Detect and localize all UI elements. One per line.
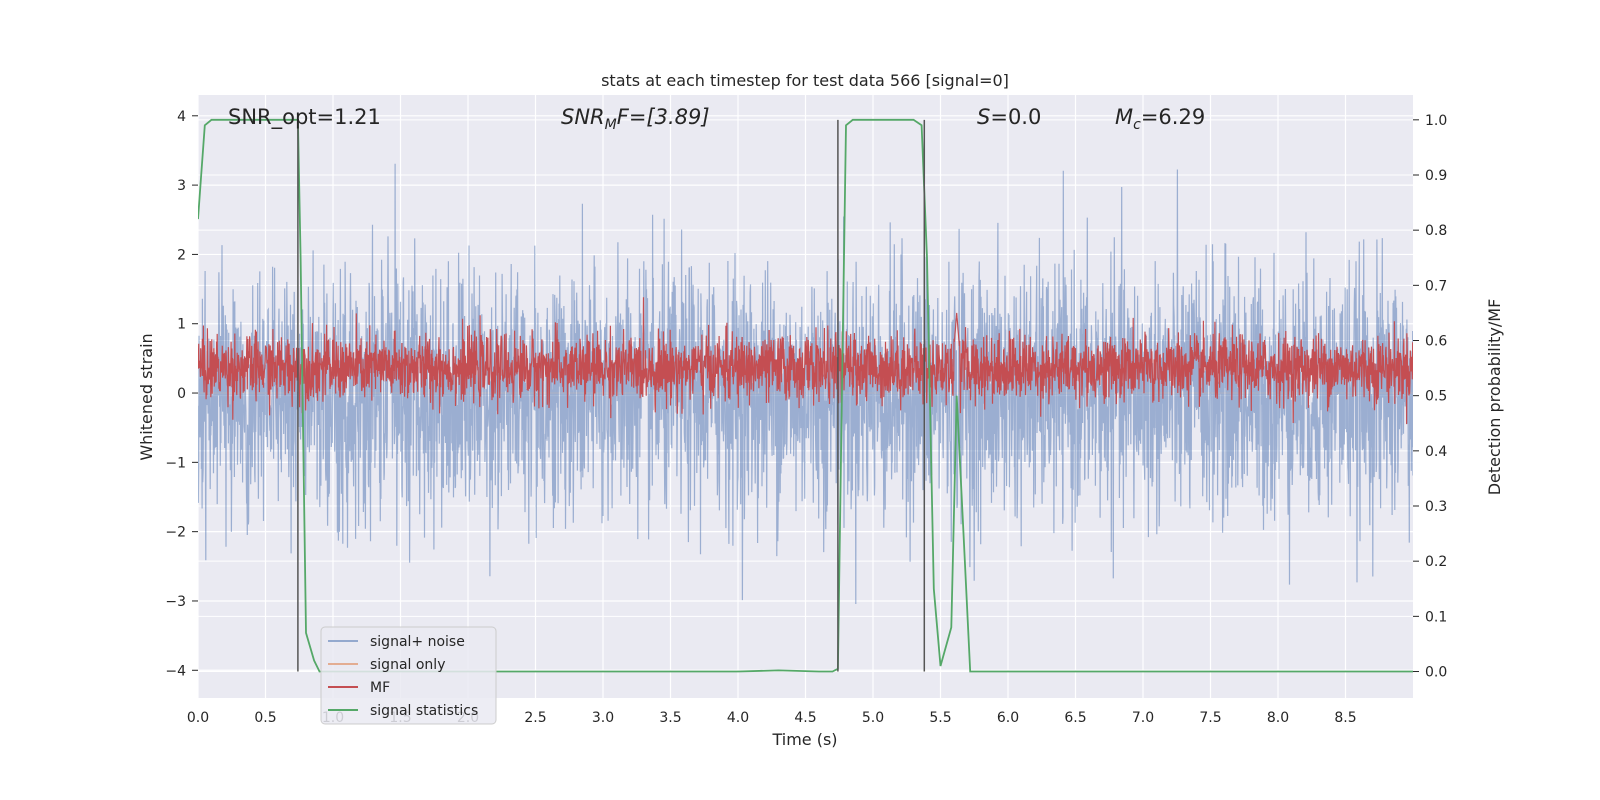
y-right-tick-label-1: 0.1: [1425, 609, 1447, 625]
y-right-tick-label-3: 0.3: [1425, 499, 1447, 515]
legend-label-mf: MF: [370, 680, 390, 696]
x-tick-label-10: 5.0: [862, 710, 884, 726]
annotation-snr-mf: SNRMF=[3.89]: [561, 105, 710, 133]
x-tick-label-12: 6.0: [997, 710, 1019, 726]
annotation-mc-sub: c: [1133, 117, 1141, 133]
y-right-tick-label-7: 0.7: [1425, 278, 1447, 294]
y-left-axis-ticks: −4 −3 −2 −1 0 1 2 3 4: [165, 109, 198, 679]
y-right-tick-label-2: 0.2: [1425, 554, 1447, 570]
annotation-mc-var: M: [1115, 105, 1133, 129]
annotation-snr-mf-sub: M: [605, 117, 617, 133]
y-right-tick-label-0: 0.0: [1425, 665, 1447, 681]
legend-box: [320, 626, 497, 725]
annotation-s-rest: =0.0: [990, 105, 1041, 129]
y-left-tick-label-4: 0: [177, 386, 186, 402]
x-tick-label-0: 0.0: [187, 710, 209, 726]
y-axis-label-left: Whitened strain: [137, 333, 156, 460]
x-tick-label-16: 8.0: [1267, 710, 1289, 726]
y-right-tick-label-8: 0.8: [1425, 223, 1447, 239]
x-tick-label-1: 0.5: [254, 710, 276, 726]
chart-title: stats at each timestep for test data 566…: [601, 71, 1009, 90]
vertical-markers: [297, 119, 926, 672]
y-right-tick-label-10: 1.0: [1425, 113, 1447, 129]
y-left-tick-label-5: 1: [177, 317, 186, 333]
annotation-snr-opt: SNR_opt=1.21: [228, 105, 381, 130]
x-tick-label-15: 7.5: [1199, 710, 1221, 726]
legend-label-stats: signal statistics: [370, 703, 478, 719]
series-mf-line: [198, 297, 1413, 425]
x-tick-label-17: 8.5: [1334, 710, 1356, 726]
y-right-axis-ticks: 0.0 0.1 0.2 0.3 0.4 0.5 0.6 0.7 0.8 0.9 1.0: [1413, 113, 1447, 681]
x-tick-label-7: 3.5: [659, 710, 681, 726]
annotation-s-value: S=0.0: [977, 105, 1041, 129]
x-tick-label-13: 6.5: [1064, 710, 1086, 726]
x-tick-label-5: 2.5: [524, 710, 546, 726]
x-axis-label: Time (s): [771, 730, 837, 749]
y-right-tick-label-6: 0.6: [1425, 334, 1447, 350]
y-left-tick-label-2: −2: [165, 525, 186, 541]
y-left-tick-label-8: 4: [177, 109, 186, 125]
x-tick-label-6: 3.0: [592, 710, 614, 726]
y-right-tick-label-5: 0.5: [1425, 389, 1447, 405]
y-left-tick-label-3: −1: [165, 455, 186, 471]
annotation-snr-mf-main: SNR: [561, 105, 605, 129]
legend: signal+ noise signal only MF signal stat…: [320, 626, 497, 725]
series-layer: [198, 118, 1413, 673]
y-right-tick-label-4: 0.4: [1425, 444, 1447, 460]
annotation-mc: Mc=6.29: [1115, 105, 1205, 133]
series-signal-statistics-line: [198, 118, 1413, 673]
y-left-tick-label-0: −4: [165, 663, 186, 679]
x-tick-label-8: 4.0: [727, 710, 749, 726]
y-left-tick-label-7: 3: [177, 178, 186, 194]
x-tick-label-14: 7.0: [1132, 710, 1154, 726]
series-signal-noise-line: [198, 163, 1413, 605]
legend-label-noise: signal+ noise: [370, 634, 465, 650]
y-axis-label-right: Detection probability/MF: [1485, 299, 1504, 496]
legend-label-signal-only: signal only: [370, 657, 445, 673]
annotation-snr-mf-rest: F=[3.89]: [617, 105, 710, 129]
annotation-mc-rest: =6.29: [1141, 105, 1205, 129]
x-tick-label-11: 5.5: [929, 710, 951, 726]
y-left-tick-label-1: −3: [165, 594, 186, 610]
annotation-s-var: S: [977, 105, 990, 129]
x-tick-label-9: 4.5: [794, 710, 816, 726]
y-right-tick-label-9: 0.9: [1425, 168, 1447, 184]
y-left-tick-label-6: 2: [177, 247, 186, 263]
